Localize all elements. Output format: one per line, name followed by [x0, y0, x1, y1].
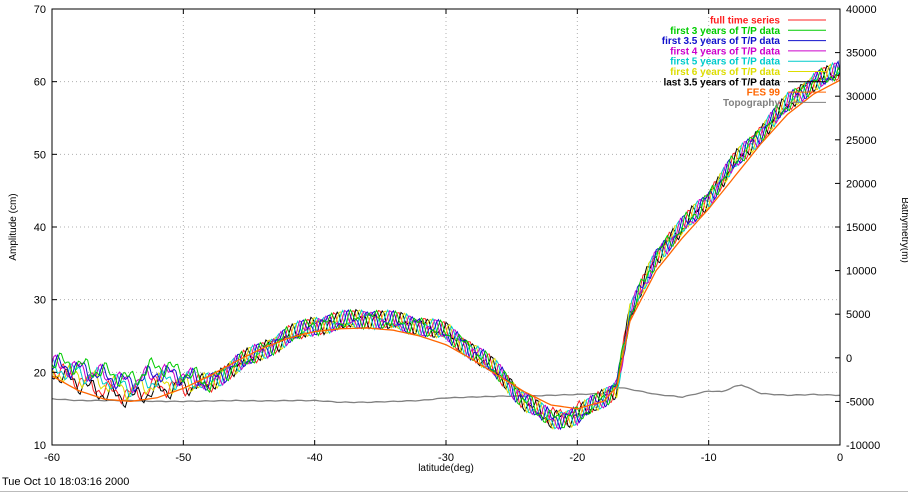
x-tick-label: -20 — [569, 452, 585, 464]
y-axis-label: Amplitude (cm) — [8, 193, 19, 260]
legend-label: first 5 years of T/P data — [670, 57, 780, 68]
legend-label: full time series — [710, 16, 780, 27]
legend-label: FES 99 — [747, 88, 781, 99]
y2-tick-label: 5000 — [846, 309, 870, 321]
legend-label: first 3.5 years of T/P data — [662, 36, 781, 47]
y2-tick-labels: -10000 -5000 0 5000 10000 15000 20000 25000 3000… — [846, 4, 880, 452]
y-tick-labels: 10 20 30 40 50 60 70 — [34, 4, 46, 452]
y-tick-label: 70 — [34, 4, 46, 16]
series-first4 — [51, 62, 841, 430]
x-tick-label: -10 — [701, 452, 717, 464]
series-first6 — [51, 63, 841, 430]
y2-tick-label: 0 — [846, 353, 852, 365]
x-tick-label: 0 — [837, 452, 843, 464]
legend-label: first 4 years of T/P data — [670, 46, 780, 57]
axis-ticks — [51, 8, 841, 446]
legend-label: Topography — [723, 98, 780, 109]
y2-tick-label: -10000 — [846, 440, 880, 452]
series-lines — [51, 60, 841, 431]
y2-tick-label: 30000 — [846, 91, 877, 103]
y2-tick-label: 15000 — [846, 222, 877, 234]
x-axis-label: latitude(deg) — [418, 463, 474, 474]
y2-tick-label: 20000 — [846, 178, 877, 190]
timestamp: Tue Oct 10 18:03:16 2000 — [2, 476, 130, 488]
legend-label: first 6 years of T/P data — [670, 67, 780, 78]
y-tick-label: 30 — [34, 295, 46, 307]
y2-tick-label: 10000 — [846, 266, 877, 278]
legend-label: last 3.5 years of T/P data — [663, 77, 780, 88]
y2-axis-label: Bathymetry(m) — [899, 197, 908, 263]
y2-tick-label: 25000 — [846, 135, 877, 147]
x-tick-label: -30 — [438, 452, 454, 464]
series-first3 — [51, 66, 841, 429]
y2-tick-label: 40000 — [846, 4, 877, 16]
series-topo — [51, 384, 841, 404]
grid-lines — [52, 9, 840, 445]
x-tick-label: -60 — [44, 452, 60, 464]
y-tick-label: 20 — [34, 367, 46, 379]
series-last35 — [51, 64, 841, 429]
series-fes99 — [51, 79, 841, 410]
x-tick-labels: -60 -50 -40 -30 -20 -10 0 — [44, 452, 843, 464]
y-tick-label: 10 — [34, 440, 46, 452]
tidal-amplitude-chart: -60 -50 -40 -30 -20 -10 0 10 20 30 40 50 60 70 -1000… — [8, 4, 908, 474]
y-tick-label: 40 — [34, 222, 46, 234]
y-tick-label: 50 — [34, 149, 46, 161]
y2-tick-label: -5000 — [846, 396, 874, 408]
legend-label: first 3 years of T/P data — [670, 26, 780, 37]
y-tick-label: 60 — [34, 77, 46, 89]
x-tick-label: -50 — [175, 452, 191, 464]
y2-tick-label: 35000 — [846, 48, 877, 60]
x-tick-label: -40 — [307, 452, 323, 464]
